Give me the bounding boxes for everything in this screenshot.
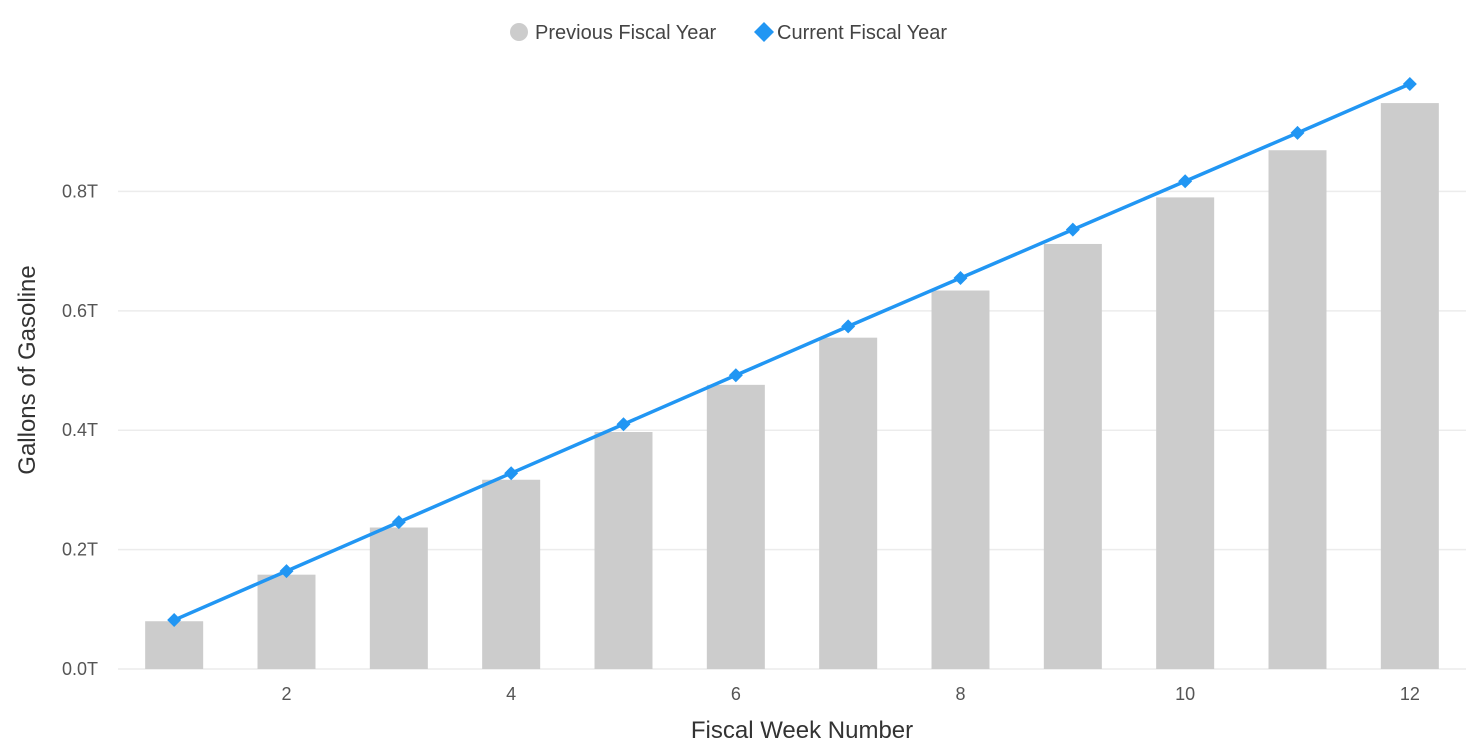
legend-label-previous: Previous Fiscal Year <box>535 22 717 44</box>
y-tick-label: 0.2T <box>62 540 98 560</box>
bar-previous-week-2 <box>257 574 316 669</box>
point-current-week-8 <box>953 270 968 285</box>
bar-previous-week-12 <box>1380 103 1439 669</box>
line-current-fiscal-year <box>173 82 1411 622</box>
bar-series <box>145 103 1439 670</box>
point-current-week-9 <box>1065 222 1080 237</box>
point-current-week-1 <box>167 613 182 628</box>
point-current-week-3 <box>391 515 406 530</box>
y-tick-label: 0.0T <box>62 659 98 679</box>
line-series <box>167 76 1417 628</box>
bar-previous-week-9 <box>1043 243 1102 669</box>
x-tick-label: 2 <box>281 684 291 704</box>
x-axis-title: Fiscal Week Number <box>691 717 913 738</box>
legend: Previous Fiscal Year Current Fiscal Year <box>510 22 947 44</box>
x-tick-label: 8 <box>955 684 965 704</box>
bar-previous-week-6 <box>706 384 765 669</box>
x-tick-label: 6 <box>731 684 741 704</box>
y-tick-label: 0.4T <box>62 420 98 440</box>
point-current-week-6 <box>728 368 743 383</box>
legend-diamond-icon <box>754 22 774 42</box>
point-current-week-10 <box>1178 174 1193 189</box>
x-axis-ticks: 2 4 6 8 10 12 <box>281 684 1419 704</box>
gridlines <box>118 190 1466 670</box>
bar-previous-week-8 <box>931 290 990 669</box>
legend-label-current: Current Fiscal Year <box>777 22 947 44</box>
bar-previous-week-1 <box>145 621 204 669</box>
point-current-week-4 <box>504 466 519 481</box>
bar-previous-week-5 <box>594 432 653 669</box>
y-axis-title: Gallons of Gasoline <box>14 265 41 474</box>
point-current-week-11 <box>1290 125 1305 140</box>
point-current-week-2 <box>279 564 294 579</box>
point-current-week-5 <box>616 417 631 432</box>
bar-previous-week-7 <box>819 337 878 669</box>
bar-previous-week-4 <box>482 479 541 669</box>
bar-previous-week-10 <box>1156 197 1215 670</box>
x-tick-label: 12 <box>1400 684 1420 704</box>
bar-previous-week-3 <box>369 527 428 669</box>
x-tick-label: 10 <box>1175 684 1195 704</box>
point-current-week-7 <box>841 319 856 334</box>
y-tick-label: 0.6T <box>62 301 98 321</box>
point-current-week-12 <box>1402 76 1417 91</box>
y-axis-ticks: 0.0T 0.2T 0.4T 0.6T 0.8T <box>62 181 98 679</box>
legend-circle-icon <box>510 23 528 41</box>
y-tick-label: 0.8T <box>62 181 98 201</box>
x-tick-label: 4 <box>506 684 516 704</box>
bar-previous-week-11 <box>1268 150 1327 669</box>
